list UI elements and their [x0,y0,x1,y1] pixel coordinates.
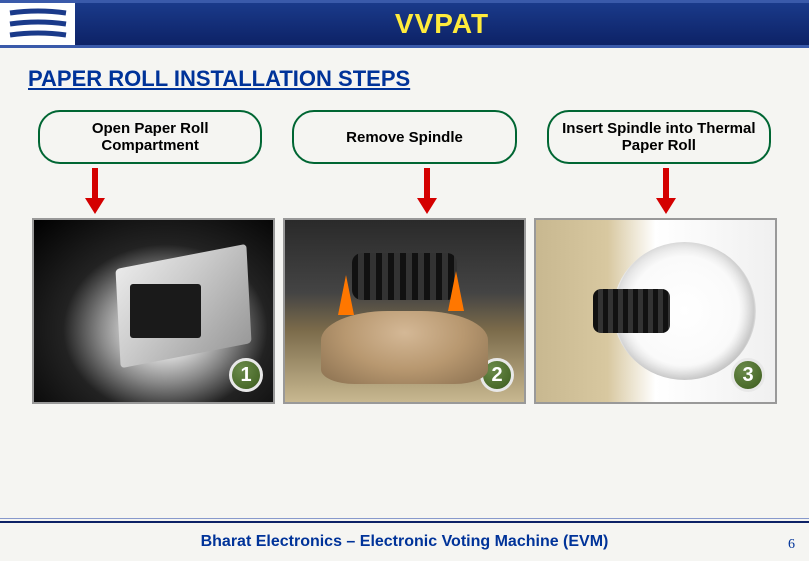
images-row: 1 2 3 [28,218,781,404]
step-label: Insert Spindle into Thermal Paper Roll [557,120,761,154]
arrows-row [28,168,781,216]
down-arrow-icon [83,168,107,216]
step-label: Open Paper Roll Compartment [48,120,252,154]
content-area: PAPER ROLL INSTALLATION STEPS Open Paper… [0,48,809,404]
page-number: 6 [788,537,795,553]
step-box-3: Insert Spindle into Thermal Paper Roll [547,110,771,164]
down-arrow-icon [415,168,439,216]
step-badge: 2 [480,358,514,392]
arrow-cell [38,168,292,216]
step-label: Remove Spindle [346,129,463,146]
up-arrow-icon [338,275,354,315]
down-arrow-icon [654,168,678,216]
arrow-cell [322,168,531,216]
step-box-2: Remove Spindle [292,110,516,164]
header-bar: VVPAT [0,0,809,48]
step-image-2: 2 [283,218,526,404]
section-heading: PAPER ROLL INSTALLATION STEPS [28,66,781,92]
footer-text: Bharat Electronics – Electronic Voting M… [0,533,809,551]
page-title: VVPAT [75,8,809,40]
logo [0,3,75,45]
step-image-3: 3 [534,218,777,404]
step-badge: 1 [229,358,263,392]
step-image-1: 1 [32,218,275,404]
arrow-cell [562,168,771,216]
steps-row: Open Paper Roll Compartment Remove Spind… [28,110,781,164]
step-box-1: Open Paper Roll Compartment [38,110,262,164]
footer-divider [0,521,809,523]
logo-icon [8,7,68,41]
up-arrow-icon [448,271,464,311]
step-badge: 3 [731,358,765,392]
